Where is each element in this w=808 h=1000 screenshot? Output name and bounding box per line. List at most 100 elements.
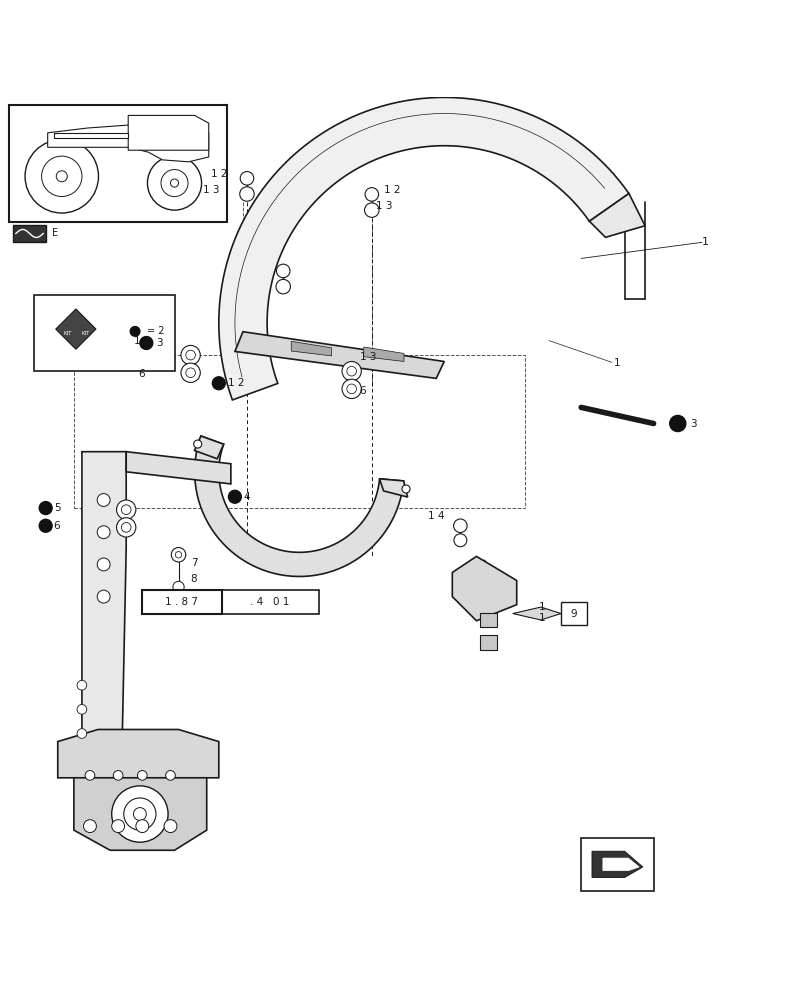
Text: 3: 3	[690, 419, 696, 429]
Circle shape	[194, 440, 202, 448]
Polygon shape	[48, 118, 208, 162]
Circle shape	[121, 523, 131, 532]
Circle shape	[147, 156, 201, 210]
Polygon shape	[53, 133, 128, 138]
Circle shape	[83, 820, 96, 833]
Text: 9: 9	[570, 609, 577, 619]
Circle shape	[453, 519, 467, 533]
Polygon shape	[452, 556, 517, 621]
Text: 5: 5	[53, 503, 61, 513]
Bar	[142, 590, 319, 614]
Circle shape	[40, 502, 53, 514]
Text: 1: 1	[702, 237, 709, 247]
Polygon shape	[291, 341, 331, 356]
Circle shape	[41, 156, 82, 196]
Circle shape	[77, 729, 86, 738]
Polygon shape	[513, 607, 561, 620]
Circle shape	[364, 203, 379, 217]
Polygon shape	[380, 479, 407, 497]
Text: 1 4: 1 4	[428, 511, 444, 521]
Circle shape	[276, 279, 290, 294]
Text: 6: 6	[138, 369, 145, 379]
Text: 8: 8	[191, 574, 197, 584]
Circle shape	[181, 363, 200, 382]
Circle shape	[77, 680, 86, 690]
Circle shape	[342, 362, 361, 381]
Polygon shape	[589, 194, 645, 237]
Polygon shape	[82, 452, 126, 742]
Circle shape	[85, 771, 95, 780]
Polygon shape	[235, 332, 444, 378]
Circle shape	[347, 384, 356, 394]
Text: 6: 6	[53, 521, 61, 531]
Text: 3: 3	[156, 338, 162, 348]
Bar	[14, 225, 46, 242]
Text: 1 3: 1 3	[203, 185, 219, 195]
Text: 1 3: 1 3	[360, 352, 377, 362]
Circle shape	[240, 172, 254, 185]
Polygon shape	[364, 347, 404, 362]
Circle shape	[454, 534, 467, 547]
Circle shape	[347, 366, 356, 376]
Circle shape	[97, 590, 110, 603]
Circle shape	[113, 771, 123, 780]
Text: E: E	[53, 228, 58, 238]
Text: 1 2: 1 2	[229, 378, 245, 388]
Circle shape	[116, 500, 136, 519]
Polygon shape	[57, 729, 219, 778]
Circle shape	[57, 171, 67, 182]
Text: KIT: KIT	[64, 331, 72, 336]
Polygon shape	[219, 97, 629, 400]
Text: 1 2: 1 2	[384, 185, 401, 195]
Circle shape	[40, 519, 53, 532]
Circle shape	[161, 170, 188, 197]
Bar	[74, 355, 524, 508]
Polygon shape	[126, 452, 231, 484]
Text: 6: 6	[360, 386, 366, 396]
Text: = 2: = 2	[147, 326, 165, 336]
Text: 7: 7	[191, 558, 197, 568]
Text: 1 3: 1 3	[376, 201, 393, 211]
Circle shape	[124, 798, 156, 830]
Circle shape	[25, 140, 99, 213]
Circle shape	[186, 368, 196, 378]
Circle shape	[140, 337, 153, 349]
Circle shape	[112, 786, 168, 842]
Circle shape	[213, 377, 225, 390]
Circle shape	[77, 705, 86, 714]
Circle shape	[171, 548, 186, 562]
Text: 1 3: 1 3	[134, 336, 151, 346]
Bar	[10, 105, 227, 222]
Bar	[34, 295, 175, 371]
Circle shape	[97, 526, 110, 539]
Circle shape	[112, 820, 124, 833]
Polygon shape	[481, 635, 497, 650]
Circle shape	[121, 505, 131, 514]
Text: KIT: KIT	[82, 331, 90, 336]
Circle shape	[342, 379, 361, 399]
Bar	[561, 602, 587, 625]
Circle shape	[365, 188, 379, 201]
Circle shape	[137, 771, 147, 780]
Polygon shape	[195, 436, 224, 459]
Circle shape	[240, 187, 255, 201]
Circle shape	[670, 415, 686, 432]
Circle shape	[97, 558, 110, 571]
Polygon shape	[481, 613, 497, 627]
Polygon shape	[592, 851, 642, 877]
Circle shape	[402, 485, 410, 493]
Text: 1: 1	[538, 613, 545, 623]
Circle shape	[166, 771, 175, 780]
Polygon shape	[128, 115, 208, 150]
Polygon shape	[195, 436, 404, 576]
Text: 1: 1	[613, 358, 620, 368]
Circle shape	[170, 179, 179, 187]
Polygon shape	[74, 778, 207, 850]
Circle shape	[133, 808, 146, 820]
Circle shape	[164, 820, 177, 833]
Circle shape	[229, 490, 242, 503]
Circle shape	[181, 345, 200, 365]
Circle shape	[130, 327, 140, 336]
Text: 4: 4	[243, 492, 250, 502]
Circle shape	[175, 552, 182, 558]
